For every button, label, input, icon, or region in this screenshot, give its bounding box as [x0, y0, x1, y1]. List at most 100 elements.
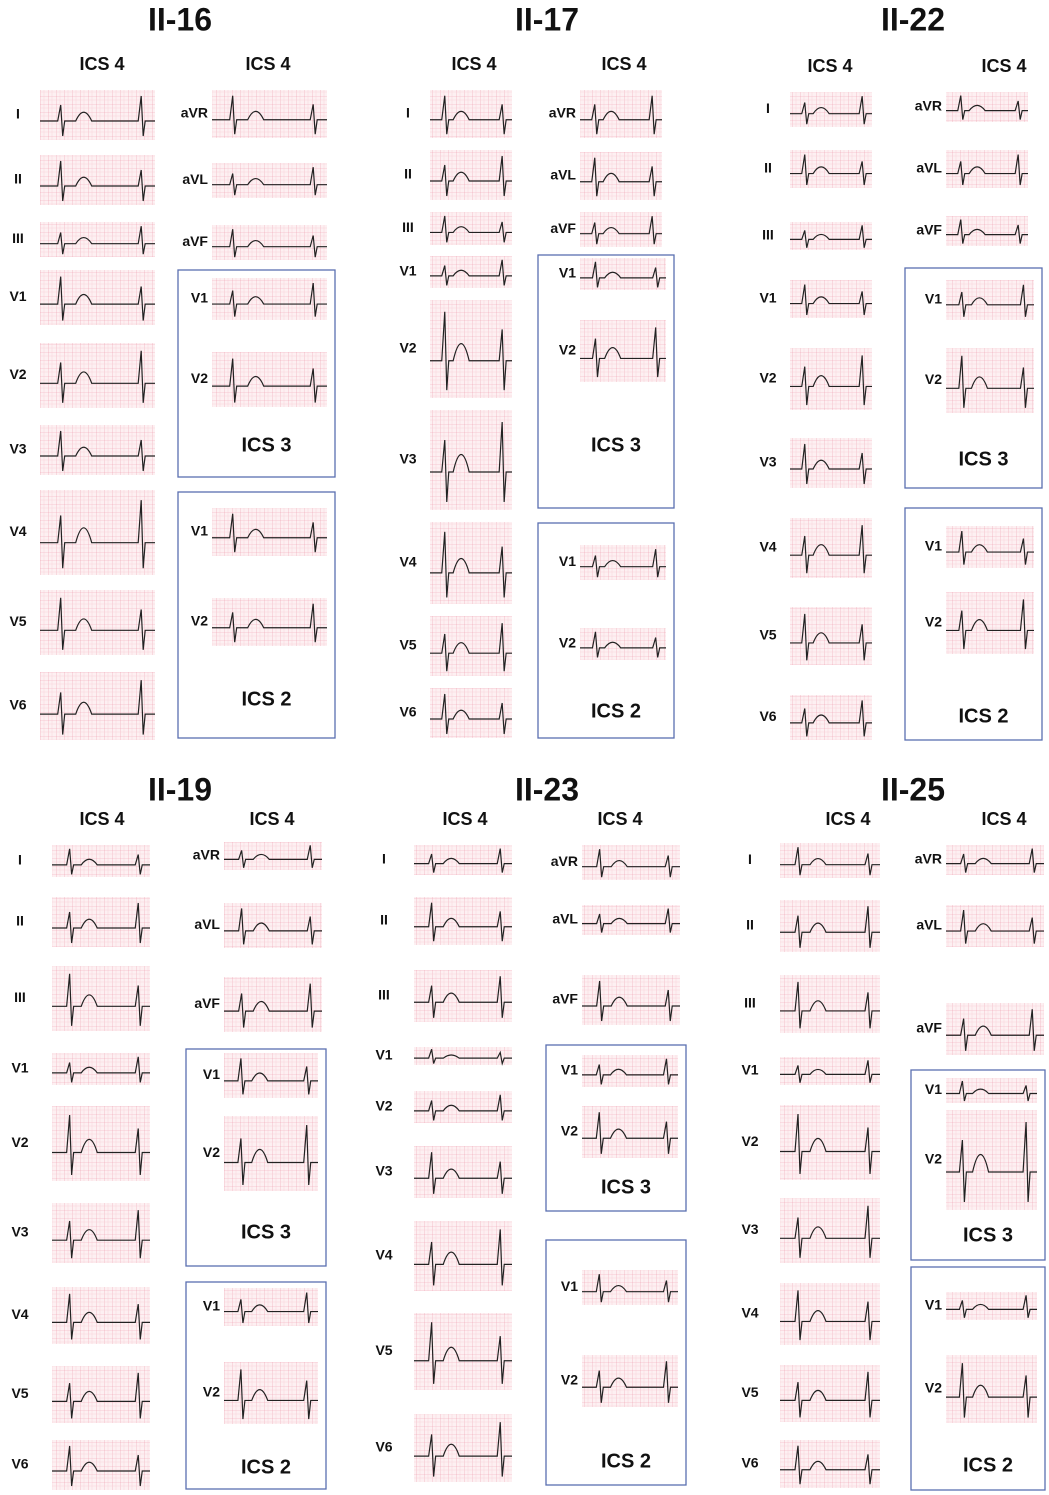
box-label: ICS 3 [241, 1221, 291, 1243]
lead-label: III [378, 987, 390, 1003]
lead-label: V2 [759, 370, 776, 386]
ecg-panel: II-16ICS 4ICS 4IIIIIIV1V2V3V4V5V6aVRaVLa… [9, 1, 335, 740]
column-header: ICS 4 [807, 56, 852, 76]
ecg-strip [52, 966, 150, 1031]
lead-label: aVF [916, 1020, 942, 1036]
panel-title: II-23 [515, 771, 579, 807]
panel-title: II-19 [148, 771, 212, 807]
lead-label: V2 [559, 342, 576, 358]
lead-label: V2 [191, 613, 208, 629]
lead-label: aVR [181, 105, 208, 121]
lead-label: V2 [925, 1380, 942, 1396]
lead-label: aVF [194, 995, 220, 1011]
lead-label: I [748, 851, 752, 867]
lead-label: II [404, 166, 412, 182]
ecg-strip [52, 1287, 150, 1344]
box-label: ICS 3 [963, 1224, 1013, 1246]
ecg-strip [52, 1053, 150, 1085]
lead-label: II [764, 160, 772, 176]
lead-label: V2 [925, 614, 942, 630]
ecg-strip [414, 970, 512, 1022]
lead-label: aVL [552, 911, 578, 927]
box-label: ICS 3 [241, 434, 291, 456]
ecg-strip [780, 1105, 880, 1180]
ecg-strip [780, 1283, 880, 1345]
box-label: ICS 3 [958, 448, 1008, 470]
lead-label: III [402, 219, 414, 235]
lead-label: V2 [203, 1384, 220, 1400]
lead-label: III [762, 227, 774, 243]
lead-label: V5 [399, 637, 416, 653]
lead-label: aVR [915, 98, 942, 114]
lead-label: aVR [551, 853, 578, 869]
lead-label: V1 [759, 290, 776, 306]
lead-label: V3 [375, 1163, 392, 1179]
ecg-strip [780, 975, 880, 1033]
lead-label: V3 [399, 451, 416, 467]
ecg-strip [40, 343, 155, 408]
lead-label: V1 [925, 1297, 942, 1313]
ecg-panel: II-25ICS 4ICS 4IIIIIIV1V2V3V4V5V6aVRaVLa… [741, 771, 1045, 1490]
lead-label: V1 [559, 265, 576, 281]
ecg-strip [40, 222, 155, 257]
ecg-panel: II-19ICS 4ICS 4IIIIIIV1V2V3V4V5V6aVRaVLa… [11, 771, 326, 1490]
lead-label: V2 [925, 1151, 942, 1167]
ecg-strip [224, 903, 322, 948]
lead-label: II [746, 917, 754, 933]
ecg-strip [212, 163, 327, 198]
ecg-strip [582, 975, 680, 1025]
lead-label: I [406, 105, 410, 121]
ecg-strip [780, 1198, 880, 1263]
lead-label: V5 [11, 1385, 28, 1401]
lead-label: V2 [741, 1133, 758, 1149]
lead-label: aVL [916, 917, 942, 933]
figure: II-16ICS 4ICS 4IIIIIIV1V2V3V4V5V6aVRaVLa… [0, 0, 1049, 1495]
column-header: ICS 4 [451, 54, 496, 74]
lead-label: V1 [203, 1298, 220, 1314]
column-header: ICS 4 [597, 809, 642, 829]
lead-label: V3 [9, 441, 26, 457]
ecg-strip [414, 897, 512, 945]
lead-label: V5 [375, 1342, 392, 1358]
box-label: ICS 2 [241, 1456, 291, 1478]
lead-label: V4 [9, 523, 26, 539]
lead-label: aVR [915, 851, 942, 867]
lead-label: V1 [191, 523, 208, 539]
ecg-strip [946, 1003, 1044, 1055]
panel-title: II-17 [515, 1, 579, 37]
box-label: ICS 3 [601, 1176, 651, 1198]
lead-label: V5 [9, 613, 26, 629]
lead-label: aVR [549, 105, 576, 121]
ecg-panel: II-17ICS 4ICS 4IIIIIIV1V2V3V4V5V6aVRaVLa… [399, 1, 674, 738]
ecg-strip [582, 845, 680, 880]
lead-label: V6 [11, 1456, 28, 1472]
ecg-strip [212, 278, 327, 320]
lead-label: V2 [11, 1134, 28, 1150]
ecg-strip [414, 845, 512, 875]
column-header: ICS 4 [981, 56, 1026, 76]
lead-label: V1 [9, 288, 26, 304]
lead-label: aVL [182, 171, 208, 187]
lead-label: V4 [759, 539, 776, 555]
ecg-strip [52, 1366, 150, 1423]
column-header: ICS 4 [825, 809, 870, 829]
ecg-strip [780, 843, 880, 878]
lead-label: aVF [552, 991, 578, 1007]
ecg-strip [946, 845, 1044, 875]
lead-label: V2 [561, 1372, 578, 1388]
lead-label: V6 [9, 697, 26, 713]
lead-label: V1 [11, 1060, 28, 1076]
box-label: ICS 2 [591, 700, 641, 722]
lead-label: aVR [193, 847, 220, 863]
ecg-strip [946, 905, 1044, 947]
ecg-strip [212, 352, 327, 407]
lead-label: V2 [925, 371, 942, 387]
lead-label: V1 [399, 263, 416, 279]
lead-label: V6 [375, 1439, 392, 1455]
box-label: ICS 2 [241, 688, 291, 710]
lead-label: V2 [203, 1144, 220, 1160]
ecg-strip [40, 590, 155, 655]
ecg-strip [52, 1106, 150, 1181]
lead-label: V2 [191, 370, 208, 386]
box-label: ICS 2 [958, 705, 1008, 727]
